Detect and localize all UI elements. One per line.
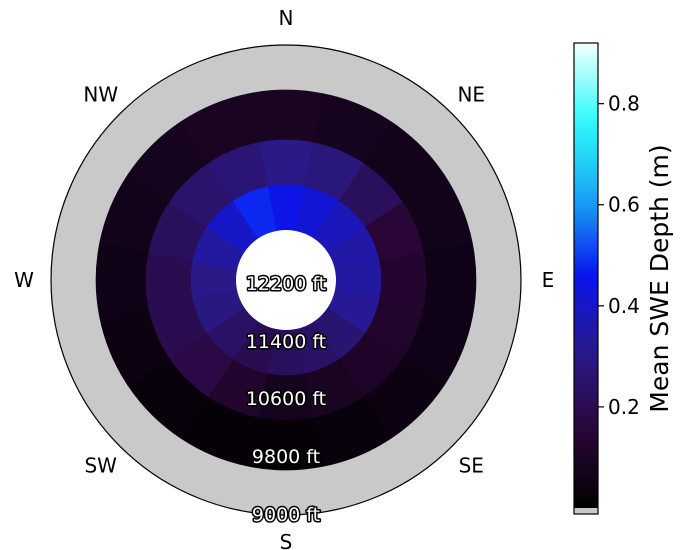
colorbar-label: Mean SWE Depth (m) xyxy=(645,144,674,412)
direction-label-se: SE xyxy=(459,453,484,477)
sector-10600ft-0 xyxy=(258,139,314,188)
polar-plot: N NE E SE S SW W NW 9000 ft 9800 ft 10600 ft 11400 … xyxy=(14,6,554,550)
direction-label-n: N xyxy=(279,6,294,30)
direction-label-w: W xyxy=(14,268,34,292)
direction-label-e: E xyxy=(542,268,555,292)
sector-9800ft-4 xyxy=(422,242,477,318)
sector-9800ft-12 xyxy=(95,242,150,318)
colorbar-frame xyxy=(573,42,599,515)
direction-label-nw: NW xyxy=(83,83,118,107)
colorbar-tick-label: 0.2 xyxy=(608,395,640,419)
colorbar-tick-label: 0.4 xyxy=(608,294,640,318)
sector-9800ft-0 xyxy=(248,89,324,144)
polar-outline xyxy=(50,44,522,516)
elevation-label-9000ft: 9000 ft xyxy=(252,504,320,526)
elevation-label-10600ft: 10600 ft xyxy=(246,388,326,410)
sector-10600ft-4 xyxy=(378,252,427,308)
direction-label-sw: SW xyxy=(84,453,117,477)
elevation-label-12200ft: 12200 ft xyxy=(246,273,326,295)
elevation-label-9800ft: 9800 ft xyxy=(252,446,320,468)
colorbar-tick-label: 0.6 xyxy=(608,193,640,217)
colorbar-nodata-swatch xyxy=(574,508,598,514)
direction-label-s: S xyxy=(280,530,293,550)
direction-label-ne: NE xyxy=(457,83,485,107)
sector-10600ft-12 xyxy=(145,252,194,308)
elevation-label-11400ft: 11400 ft xyxy=(246,331,326,353)
colorbar: 0.2 0.4 0.6 0.8 Mean SWE Depth (m) xyxy=(573,42,674,515)
colorbar-gradient xyxy=(574,43,598,508)
center-hole xyxy=(236,230,336,330)
colorbar-tick-label: 0.8 xyxy=(608,92,640,116)
